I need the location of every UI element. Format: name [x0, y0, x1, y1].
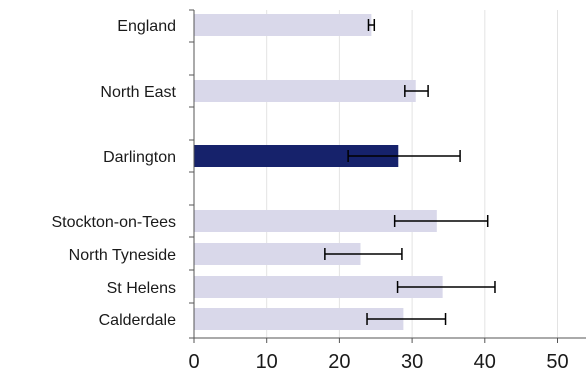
x-tick-label-0: 0	[188, 351, 199, 373]
error-bar-north-tyneside	[324, 248, 403, 260]
bars	[194, 14, 443, 330]
axes	[189, 9, 586, 343]
bar-stockton-on-tees	[194, 210, 437, 232]
bar-st-helens	[194, 276, 443, 298]
category-label-stockton-on-tees: Stockton-on-Tees	[51, 214, 176, 231]
x-tick-labels: 0 10 20 30 40 50	[188, 351, 568, 373]
bar-calderdale	[194, 308, 404, 330]
x-tick-label-50: 50	[546, 351, 568, 373]
category-label-calderdale: Calderdale	[99, 312, 176, 329]
error-bars	[324, 19, 496, 325]
error-bar-st-helens	[396, 281, 496, 293]
error-bar-darlington	[347, 150, 461, 162]
category-label-st-helens: St Helens	[107, 280, 176, 297]
x-tick-label-10: 10	[256, 351, 278, 373]
error-bar-calderdale	[366, 313, 447, 325]
bar-england	[194, 14, 372, 36]
category-label-north-tyneside: North Tyneside	[69, 247, 176, 264]
x-tick-label-20: 20	[328, 351, 350, 373]
error-bar-stockton-on-tees	[393, 215, 489, 227]
bar-north-east	[194, 80, 416, 102]
x-tick-label-30: 30	[401, 351, 423, 373]
category-labels: England North East Darlington Stockton-on-T…	[51, 18, 176, 329]
category-label-north-east: North East	[100, 84, 176, 101]
bar-darlington	[194, 145, 399, 167]
x-tick-label-40: 40	[474, 351, 496, 373]
bar-north-tyneside	[194, 243, 361, 265]
error-bar-england	[367, 19, 376, 31]
category-label-england: England	[117, 18, 176, 35]
error-bar-north-east	[404, 85, 429, 97]
category-label-darlington: Darlington	[103, 149, 176, 166]
